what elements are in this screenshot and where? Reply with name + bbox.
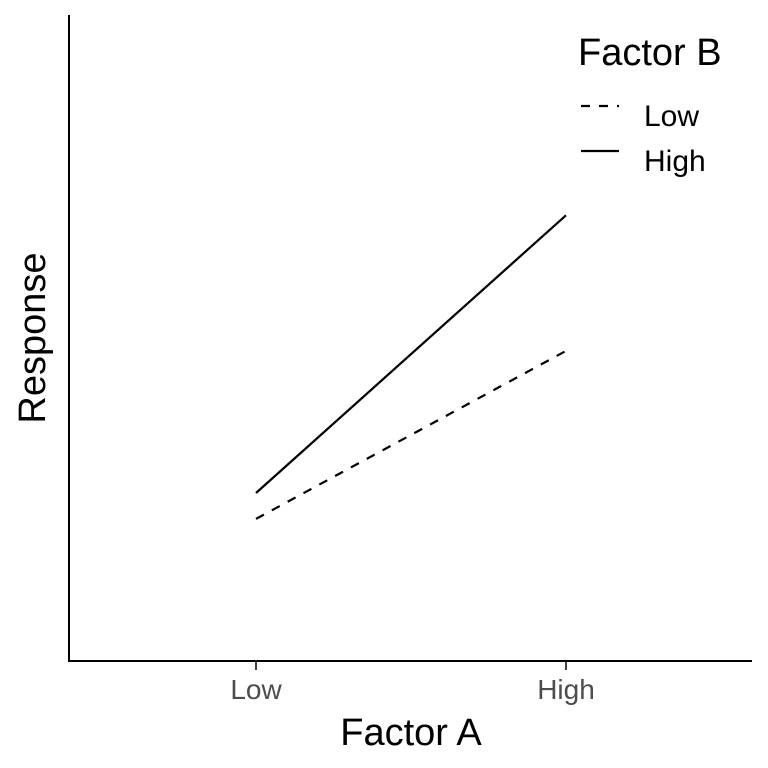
legend: Factor B Low High — [578, 32, 722, 178]
x-tick-label-low: Low — [230, 674, 282, 705]
series-line-low — [255, 349, 567, 520]
x-tick-label-high: High — [537, 674, 595, 705]
series-line-high — [255, 214, 567, 494]
legend-title: Factor B — [578, 32, 722, 74]
x-axis-ticks: Low High — [230, 662, 595, 705]
legend-label-high: High — [644, 145, 706, 178]
y-axis-title: Response — [12, 252, 54, 423]
legend-label-low: Low — [644, 100, 699, 133]
plot-area — [255, 214, 567, 520]
x-axis-title: Factor A — [340, 712, 482, 754]
